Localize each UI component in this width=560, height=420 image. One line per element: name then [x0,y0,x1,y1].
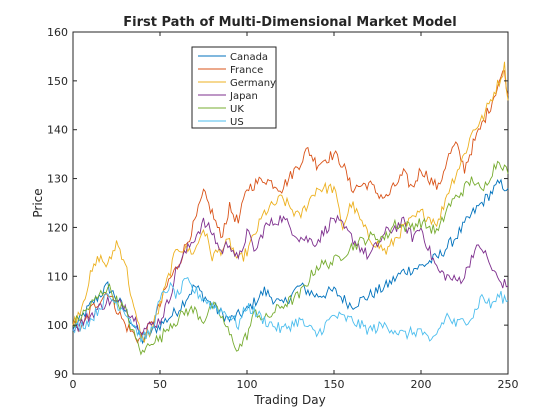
plot-box [72,31,509,375]
x-tick-label: 0 [70,378,77,391]
y-tick-label: 150 [47,75,68,88]
x-tick-label: 50 [153,378,167,391]
x-tick-label: 250 [498,378,519,391]
legend-label-uk: UK [230,104,244,115]
series-line-uk [72,160,509,356]
y-tick-label: 130 [47,173,68,186]
y-tick-label: 120 [47,221,68,234]
y-tick-label: 110 [47,270,68,283]
legend-box [191,46,277,129]
y-axis-label: Price [31,188,45,217]
y-tick-label: 160 [47,26,68,39]
y-tick-label: 100 [47,319,68,332]
y-tick-label: 140 [47,124,68,137]
axis-ticks: 0 50 100 150 200 250 90 100 110 120 130 140 150 160 [47,26,519,391]
legend-label-france: France [230,65,263,76]
legend-label-canada: Canada [230,52,268,63]
legend-label-us: US [230,117,244,128]
y-tick-label: 90 [54,368,68,381]
x-axis-label: Trading Day [253,393,326,407]
legend: Canada France Germany Japan UK US [191,46,277,129]
x-tick-label: 150 [324,378,345,391]
x-tick-label: 100 [237,378,258,391]
legend-label-japan: Japan [229,91,258,102]
legend-label-germany: Germany [230,78,276,89]
x-tick-label: 200 [411,378,432,391]
chart-title: First Path of Multi-Dimensional Market M… [123,15,456,30]
series-lines [72,61,509,356]
plot-area [72,31,509,375]
series-line-us [72,276,509,343]
series-line-japan [72,214,509,336]
